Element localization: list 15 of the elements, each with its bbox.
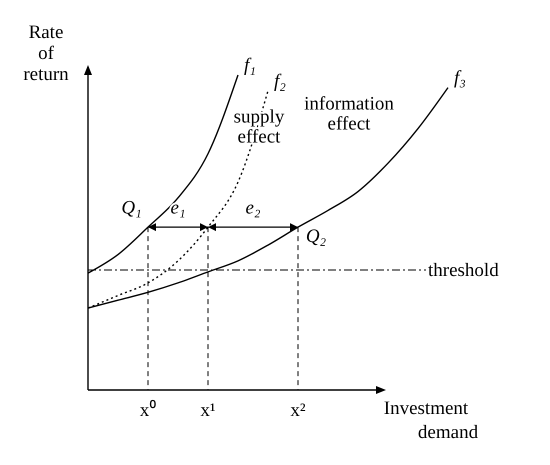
ref-line-label: threshold: [428, 260, 500, 281]
x-axis-title: Investment demand: [384, 398, 479, 443]
annotation: supply effect: [234, 106, 285, 148]
series-label: f₃: [454, 68, 466, 89]
annotation: Q₂: [306, 226, 327, 247]
series-label: f₂: [274, 70, 286, 92]
annotation: e₂: [245, 198, 261, 219]
annotation: information effect: [304, 94, 394, 135]
x-tick-label: x⁰: [140, 399, 156, 421]
x-tick-label: x²: [290, 400, 306, 421]
annotation: e₁: [170, 198, 186, 219]
annotation: Q₁: [121, 198, 142, 219]
y-axis-title: Rate of return: [23, 22, 70, 85]
series-label: f₁: [244, 55, 256, 76]
x-tick-label: x¹: [200, 400, 216, 421]
